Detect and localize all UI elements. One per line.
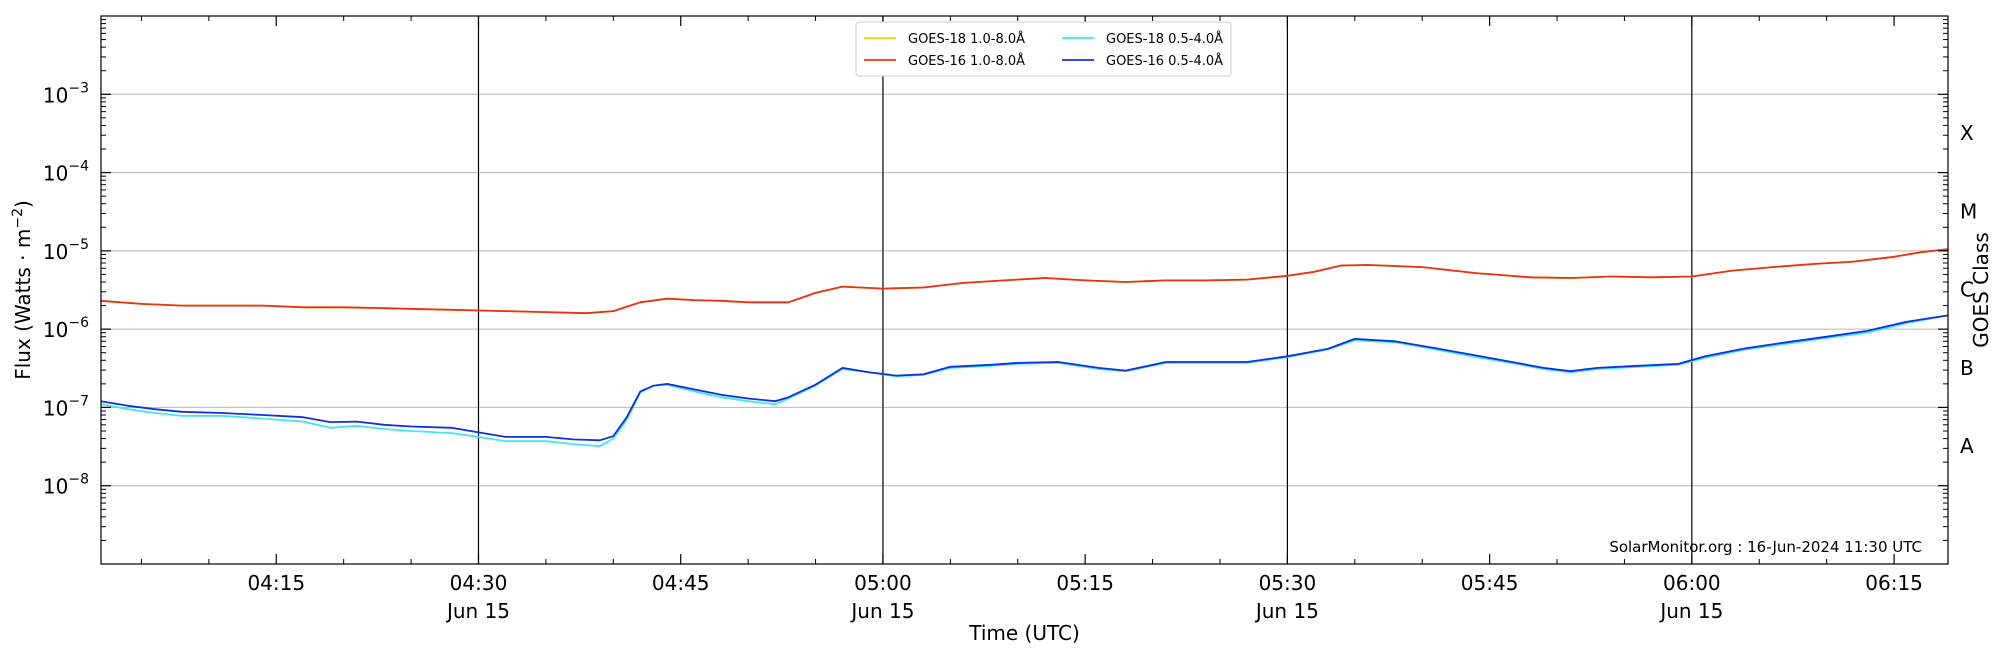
x-tick-label: 06:15 [1865,571,1923,595]
x-tick-label: 04:15 [247,571,305,595]
y-tick-label-layer: 10−3 10−4 10−5 10−6 10−7 10−8 [43,80,89,498]
tick-layer [101,16,1948,564]
x-tick-label: 05:30 [1259,571,1317,595]
goes-class-label: C [1960,278,1974,302]
y-tick-label: 10−4 [43,159,89,186]
legend-label: GOES-18 0.5-4.0Å [1106,31,1223,47]
x-tick-label: 05:45 [1461,571,1519,595]
x-tick-label: 06:00 [1663,571,1721,595]
legend: GOES-18 1.0-8.0Å GOES-16 1.0-8.0Å GOES-18 … [855,21,1232,77]
x-tick-date-label: Jun 15 [849,599,914,623]
goes-class-label: M [1960,199,1977,223]
y-axis-label: Flux (Watts · m−2) [10,200,35,380]
vertical-marker-layer [477,16,1693,564]
y-tick-label: 10−7 [43,393,89,420]
goes-class-label: B [1960,356,1974,380]
y-tick-label: 10−5 [43,237,89,264]
series-line [100,314,1949,448]
x-tick-label: 04:45 [652,571,710,595]
credit-annotation: SolarMonitor.org : 16-Jun-2024 11:30 UTC [1609,538,1922,556]
y-tick-label: 10−3 [43,80,89,107]
legend-label: GOES-16 0.5-4.0Å [1106,53,1223,69]
x-tick-label: 05:15 [1056,571,1114,595]
x-tick-label-layer: 04:15 04:30 Jun 15 04:45 05:00 Jun 15 05:15 05:… [247,571,1922,623]
series-line [100,314,1949,442]
x-tick-date-label: Jun 15 [1658,599,1723,623]
goes-class-axis-label: GOES Class [1969,232,1993,348]
goes-class-label: X [1960,121,1974,145]
grid-layer [101,93,1948,487]
legend-label: GOES-18 1.0-8.0Å [908,31,1025,47]
series-layer [100,248,1949,448]
y-tick-label: 10−8 [43,472,89,499]
x-tick-date-label: Jun 15 [1254,599,1319,623]
x-tick-label: 04:30 [450,571,508,595]
goes-class-label: A [1960,434,1974,458]
x-tick-label: 05:00 [854,571,912,595]
x-tick-date-label: Jun 15 [445,599,510,623]
legend-box [855,21,1232,77]
y-tick-label: 10−6 [43,315,89,342]
legend-label: GOES-16 1.0-8.0Å [908,53,1025,69]
series-line [100,248,1949,315]
goes-class-layer: X M C B A [1960,121,1977,458]
series-line [100,248,1949,315]
x-axis-label: Time (UTC) [968,621,1080,645]
plot-frame [100,15,1949,565]
